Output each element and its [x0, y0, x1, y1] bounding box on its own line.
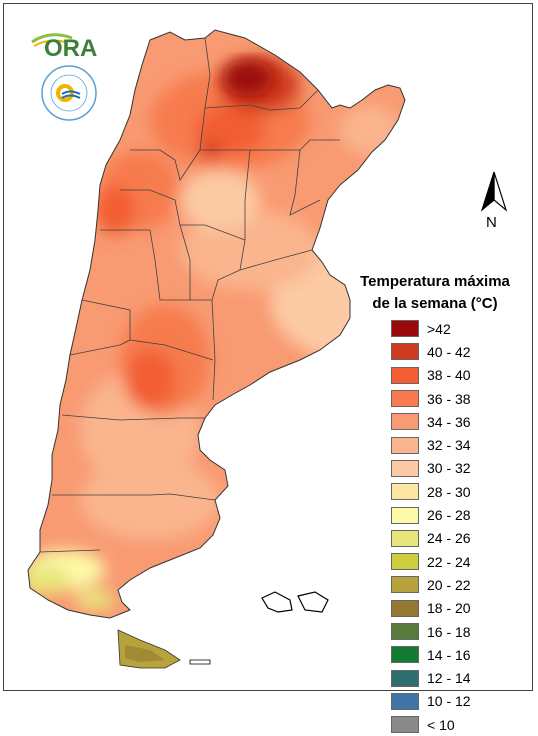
legend-label: 20 - 22 — [427, 576, 471, 593]
legend-label: < 10 — [427, 716, 455, 733]
legend-item: < 10 — [391, 713, 471, 736]
legend-label: 16 - 18 — [427, 623, 471, 640]
legend-label: 18 - 20 — [427, 600, 471, 617]
legend-label: 14 - 16 — [427, 646, 471, 663]
legend-title-line2: de la semana (°C) — [372, 295, 498, 312]
legend-item: 20 - 22 — [391, 573, 471, 596]
legend-title-line1: Temperatura máxima — [360, 273, 510, 290]
legend-item: 18 - 20 — [391, 597, 471, 620]
ora-logo: ORA — [30, 28, 105, 62]
legend-label: 38 - 40 — [427, 367, 471, 384]
legend-swatch — [391, 646, 419, 664]
legend-label: 34 - 36 — [427, 413, 471, 430]
smn-logo — [40, 64, 98, 122]
legend-title: Temperatura máxima de la semana (°C) — [340, 271, 530, 315]
north-arrow-icon — [478, 170, 510, 232]
province-borders — [39, 37, 340, 553]
legend-swatch — [391, 599, 419, 617]
legend-swatch — [391, 576, 419, 594]
legend-label: 24 - 26 — [427, 530, 471, 547]
legend-swatch — [391, 692, 419, 710]
legend-swatch — [391, 483, 419, 501]
legend-swatch — [391, 669, 419, 687]
legend-swatch — [391, 506, 419, 524]
legend-swatch — [391, 553, 419, 571]
legend-label: 40 - 42 — [427, 343, 471, 360]
legend-item: 32 - 34 — [391, 433, 471, 456]
legend-swatch — [391, 459, 419, 477]
legend-item: 22 - 24 — [391, 550, 471, 573]
legend-swatch — [391, 413, 419, 431]
legend-item: 34 - 36 — [391, 410, 471, 433]
legend-label: 22 - 24 — [427, 553, 471, 570]
legend-item: 26 - 28 — [391, 503, 471, 526]
legend-label: 26 - 28 — [427, 507, 471, 524]
legend-swatch — [391, 366, 419, 384]
argentina-temperature-map — [27, 29, 406, 669]
legend-item: 24 - 26 — [391, 527, 471, 550]
ora-logo-text: ORA — [44, 35, 97, 60]
legend-swatch — [391, 623, 419, 640]
malvinas-islands — [261, 591, 329, 613]
legend-label: 28 - 30 — [427, 483, 471, 500]
legend-item: 14 - 16 — [391, 643, 471, 666]
legend-item: >42 — [391, 317, 471, 340]
legend-label: 12 - 14 — [427, 670, 471, 687]
legend-label: 30 - 32 — [427, 460, 471, 477]
legend-swatch — [391, 320, 419, 338]
legend-item: 28 - 30 — [391, 480, 471, 503]
legend-item: 16 - 18 — [391, 620, 471, 643]
legend-swatch — [391, 390, 419, 408]
legend-swatch — [391, 343, 419, 361]
legend-item: 10 - 12 — [391, 690, 471, 713]
legend-label: 36 - 38 — [427, 390, 471, 407]
legend-item: 40 - 42 — [391, 340, 471, 363]
legend-item: 30 - 32 — [391, 457, 471, 480]
legend-swatch — [391, 716, 419, 734]
north-label: N — [486, 214, 497, 231]
legend-label: 32 - 34 — [427, 437, 471, 454]
legend-item: 36 - 38 — [391, 387, 471, 410]
legend-item: 38 - 40 — [391, 364, 471, 387]
legend-label: >42 — [427, 320, 451, 337]
legend-swatch — [391, 436, 419, 454]
legend-swatch — [391, 529, 419, 547]
legend-item: 12 - 14 — [391, 666, 471, 689]
legend: >42 40 - 42 38 - 40 36 - 38 34 - 36 32 - 34 30… — [391, 317, 471, 736]
